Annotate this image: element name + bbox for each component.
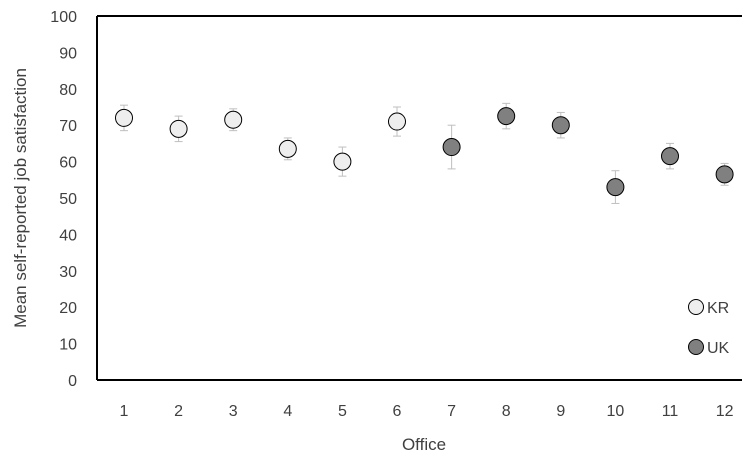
legend-label-uk: UK: [707, 340, 730, 357]
x-tick-labels: 1 2 3 4 5 6 7 8 9 10 11 12: [120, 403, 734, 420]
data-point-uk: [551, 116, 570, 135]
x-tick-label: 4: [283, 403, 292, 420]
y-tick-label: 70: [59, 118, 77, 135]
data-point-kr: [333, 152, 352, 171]
data-point-kr: [278, 139, 297, 158]
y-tick-label: 40: [59, 227, 77, 244]
y-tick-label: 50: [59, 191, 77, 208]
x-tick-label: 12: [716, 403, 734, 420]
x-tick-label: 7: [447, 403, 456, 420]
data-point-uk: [661, 147, 679, 166]
data-points: [115, 107, 734, 197]
data-point-uk: [715, 165, 734, 184]
x-axis-title: Office: [402, 435, 446, 454]
x-tick-label: 8: [502, 403, 511, 420]
data-point-kr: [224, 110, 243, 129]
data-point-uk: [442, 138, 461, 157]
y-tick-label: 20: [59, 300, 77, 317]
y-tick-label: 90: [59, 45, 77, 62]
data-point-uk: [606, 178, 625, 197]
x-tick-label: 2: [174, 403, 183, 420]
y-axis-title: Mean self-reported job satisfaction: [11, 68, 30, 328]
y-tick-label: 60: [59, 155, 77, 172]
error-bars: [120, 102, 729, 204]
legend: KR UK: [688, 299, 730, 357]
data-point-kr: [169, 119, 188, 138]
data-point-kr: [388, 112, 406, 131]
legend-marker-uk: [688, 339, 704, 355]
y-tick-label: 100: [50, 9, 77, 26]
x-tick-label: 10: [607, 403, 625, 420]
y-tick-label: 0: [68, 373, 77, 390]
x-tick-label: 11: [662, 403, 679, 420]
y-tick-label: 10: [59, 337, 77, 354]
axes: [96, 15, 742, 381]
y-tick-label: 80: [59, 82, 77, 99]
x-tick-label: 3: [229, 403, 238, 420]
y-tick-label: 30: [59, 264, 77, 281]
data-point-kr: [115, 108, 133, 127]
legend-marker-kr: [688, 299, 704, 315]
x-tick-label: 1: [120, 403, 129, 420]
x-tick-label: 6: [393, 403, 402, 420]
data-point-uk: [497, 107, 516, 126]
legend-label-kr: KR: [707, 300, 729, 317]
y-tick-labels: 0 10 20 30 40 50 60 70 80 90 100: [50, 9, 77, 390]
x-tick-label: 9: [556, 403, 565, 420]
x-tick-label: 5: [338, 403, 347, 420]
